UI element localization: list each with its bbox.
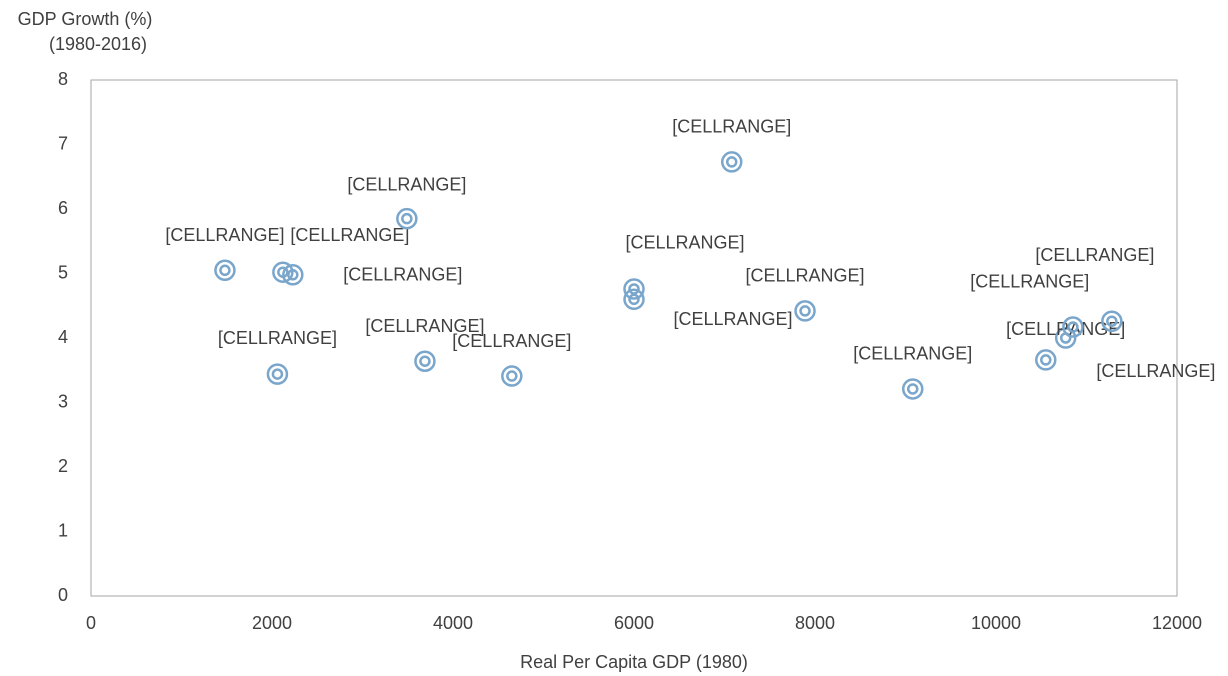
data-label: [CELLRANGE] — [290, 225, 409, 245]
point — [794, 300, 816, 322]
y-axis-title: GDP Growth (%) — [18, 9, 153, 29]
point — [414, 350, 436, 372]
point-ring — [401, 212, 413, 225]
data-label: [CELLRANGE] — [1035, 245, 1154, 265]
y-tick-label: 4 — [58, 327, 68, 347]
point-ring — [419, 355, 431, 367]
y-tick-label: 8 — [58, 69, 68, 89]
point-ring — [628, 293, 640, 306]
point — [623, 288, 645, 311]
y-tick-label: 5 — [58, 262, 68, 282]
x-tick-label: 8000 — [795, 613, 835, 633]
point — [901, 378, 924, 400]
y-tick-label: 0 — [58, 585, 68, 605]
x-tick-label: 4000 — [433, 613, 473, 633]
x-axis-title: Real Per Capita GDP (1980) — [520, 652, 748, 672]
y-tick-label: 6 — [58, 198, 68, 218]
point — [214, 259, 236, 282]
point-ring — [1062, 316, 1084, 338]
point — [1101, 310, 1123, 332]
x-tick-label: 6000 — [614, 613, 654, 633]
point-ring — [271, 368, 284, 380]
x-tick-label: 2000 — [252, 613, 292, 633]
point-ring — [628, 283, 640, 295]
point — [266, 363, 289, 385]
data-label: [CELLRANGE] — [853, 344, 972, 364]
point — [501, 365, 523, 387]
point-ring — [266, 363, 289, 385]
point-ring — [623, 288, 645, 311]
point-ring — [501, 365, 523, 387]
point-ring — [1054, 327, 1077, 349]
point — [396, 207, 418, 230]
x-tick-label: 12000 — [1152, 613, 1202, 633]
point-ring — [219, 264, 231, 277]
point — [720, 151, 743, 173]
data-label: [CELLRANGE] — [165, 225, 284, 245]
y-axis-title: (1980-2016) — [49, 34, 147, 54]
point-ring — [623, 278, 645, 300]
x-tick-label: 0 — [86, 613, 96, 633]
y-tick-label: 1 — [58, 520, 68, 540]
point-ring — [1106, 315, 1118, 327]
point-ring — [906, 383, 919, 395]
point-ring — [1035, 349, 1057, 371]
point-ring — [414, 350, 436, 372]
point-ring — [272, 261, 294, 283]
data-label: [CELLRANGE] — [1006, 319, 1125, 339]
point-ring — [506, 370, 518, 382]
data-label: [CELLRANGE] — [970, 272, 1089, 292]
point-ring — [287, 269, 299, 281]
point-ring — [725, 156, 738, 168]
point-ring — [720, 151, 743, 173]
data-label: [CELLRANGE] — [625, 233, 744, 253]
y-tick-label: 2 — [58, 456, 68, 476]
point-ring — [794, 300, 816, 322]
point-ring — [901, 378, 924, 400]
point-ring — [799, 305, 811, 317]
data-label: [CELLRANGE] — [347, 174, 466, 194]
point — [1035, 349, 1057, 371]
point — [1062, 316, 1084, 338]
plot-area — [90, 79, 1178, 597]
y-tick-label: 7 — [58, 133, 68, 153]
point — [282, 264, 304, 286]
data-label: [CELLRANGE] — [746, 266, 865, 286]
x-tick-label: 10000 — [971, 613, 1021, 633]
point-ring — [1067, 321, 1079, 333]
data-label: [CELLRANGE] — [672, 117, 791, 137]
y-tick-label: 3 — [58, 391, 68, 411]
point-ring — [1040, 354, 1052, 366]
data-label: [CELLRANGE] — [218, 328, 337, 348]
point-ring — [396, 207, 418, 230]
data-label: [CELLRANGE] — [343, 265, 462, 285]
data-label: [CELLRANGE] — [1096, 361, 1215, 381]
data-label: [CELLRANGE] — [365, 316, 484, 336]
data-label: [CELLRANGE] — [452, 331, 571, 351]
data-label: [CELLRANGE] — [673, 309, 792, 329]
point-ring — [1101, 310, 1123, 332]
point-ring — [214, 259, 236, 282]
point — [623, 278, 645, 300]
point-ring — [282, 264, 304, 286]
